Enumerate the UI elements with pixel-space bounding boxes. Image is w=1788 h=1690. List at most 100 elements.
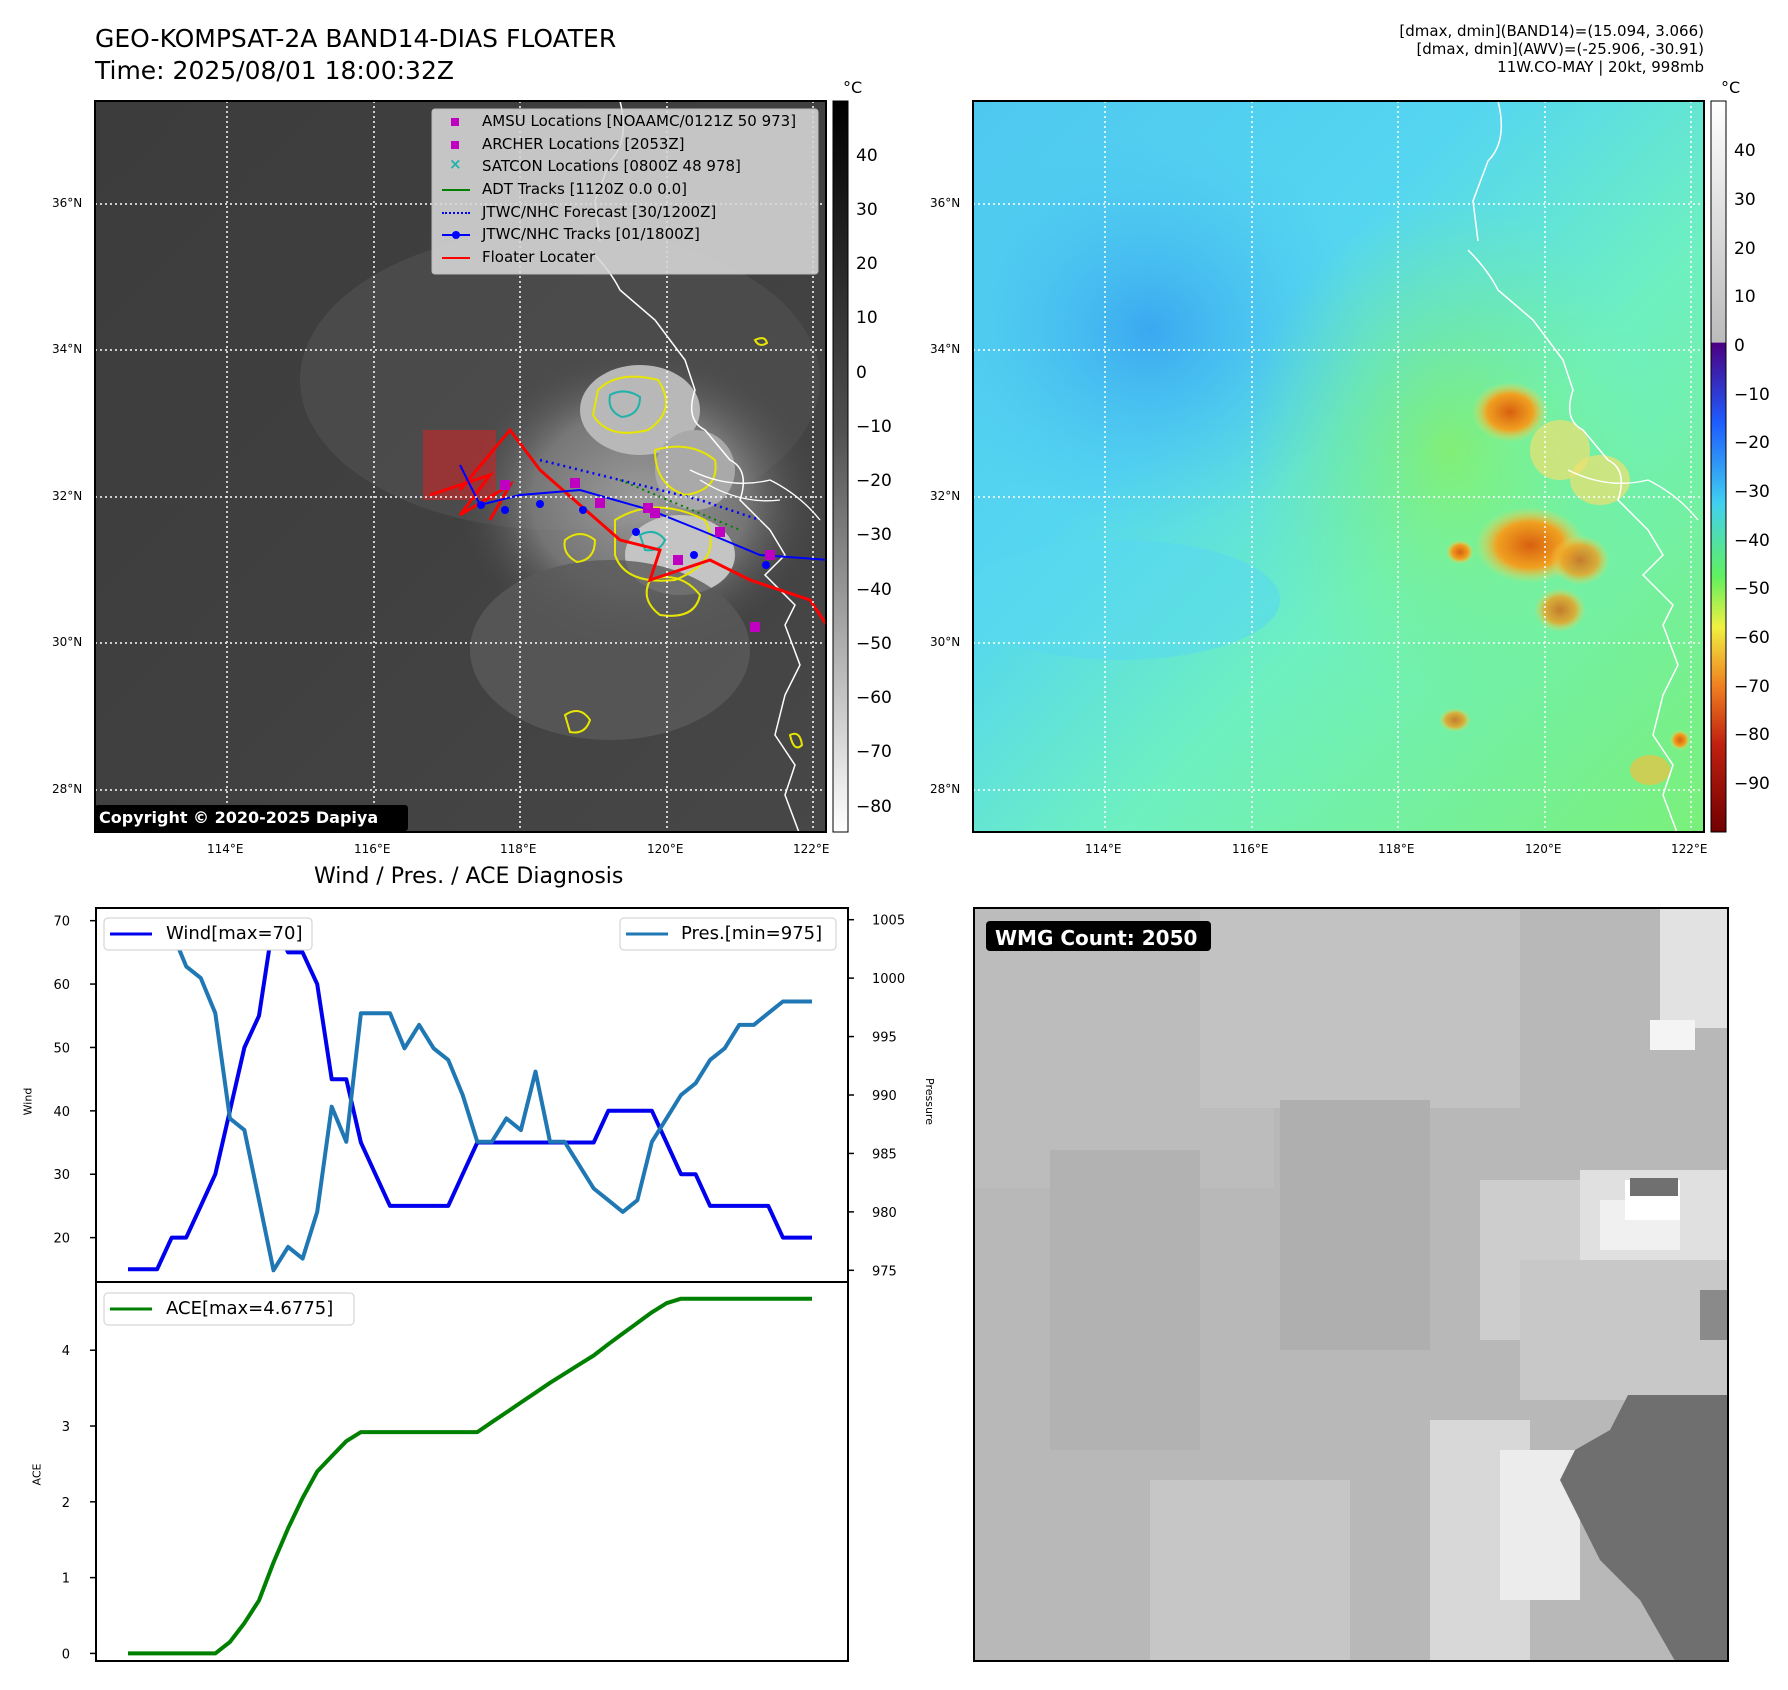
colorbar-tick-label: −10 — [1734, 385, 1770, 405]
tick-label: 60 — [53, 978, 70, 993]
wv-map-frame — [972, 100, 1705, 833]
pres-series-group — [128, 929, 812, 1273]
lat-tick-label: 30°N — [52, 635, 83, 649]
legend-label: JTWC/NHC Forecast [30/1200Z] — [482, 202, 717, 221]
ace-frame — [95, 1281, 849, 1662]
tick-label: 4 — [62, 1344, 70, 1359]
colorbar-tick-label: −70 — [1734, 677, 1770, 697]
colorbar-tick-label: −60 — [856, 688, 892, 708]
lon-tick-label: 118°E — [1378, 842, 1415, 856]
lon-tick-label: 116°E — [354, 842, 391, 856]
tick-label: 985 — [872, 1147, 897, 1162]
colorbar-tick-label: −20 — [1734, 433, 1770, 453]
ace-plot: 0 1 2 3 4 — [62, 1281, 849, 1662]
tick-label: 1 — [62, 1572, 70, 1587]
colorbar-tick-label: −80 — [856, 797, 892, 817]
dotted-line-swatch-icon — [442, 211, 470, 214]
tick-label: 990 — [872, 1089, 897, 1104]
lat-tick-label: 28°N — [52, 782, 83, 796]
lon-tick-label: 122°E — [793, 842, 830, 856]
tick-label: 2 — [62, 1496, 70, 1511]
wv-colorbar — [1710, 100, 1727, 833]
wv-gridlines — [973, 101, 1704, 832]
colorbar-tick-label: −10 — [856, 417, 892, 437]
wind-pres-frame — [95, 907, 849, 1283]
lon-tick-label: 120°E — [1525, 842, 1562, 856]
pres-legend-label: Pres.[min=975] — [681, 923, 823, 944]
colorbar-tick-label: 10 — [1734, 287, 1756, 307]
colorbar-tick-label: −60 — [1734, 628, 1770, 648]
colorbar-tick-label: 20 — [856, 254, 878, 274]
lat-tick-label: 28°N — [930, 782, 961, 796]
copyright-badge — [95, 805, 408, 831]
line-swatch-icon — [442, 257, 470, 260]
wind-series-group — [128, 918, 812, 1272]
ir-cloud-field — [300, 101, 826, 832]
wmg-count-badge — [986, 921, 1211, 951]
info-awv-range: [dmax, dmin](AWV)=(-25.906, -30.91) — [1416, 40, 1704, 58]
series-line — [128, 929, 812, 1273]
colorbar-tick-label: 0 — [1734, 336, 1745, 356]
legend-label: ARCHER Locations [2053Z] — [482, 134, 685, 153]
tick-label: 995 — [872, 1031, 897, 1046]
tick-label: 980 — [872, 1206, 897, 1221]
tick-label: 70 — [53, 915, 70, 930]
wv-colorbar-unit: °C — [1721, 78, 1741, 97]
lat-tick-label: 32°N — [930, 489, 961, 503]
lon-tick-label: 118°E — [500, 842, 537, 856]
legend-label: SATCON Locations [0800Z 48 978] — [482, 157, 741, 176]
lat-tick-label: 36°N — [52, 196, 83, 210]
colorbar-tick-label: 30 — [1734, 190, 1756, 210]
info-storm: 11W.CO-MAY | 20kt, 998mb — [1497, 58, 1704, 76]
lon-tick-label: 122°E — [1671, 842, 1708, 856]
series-line — [128, 918, 812, 1272]
wind-pres-plot: 20 30 40 50 60 70 975 980 985 990 995 1000 1005 — [53, 907, 905, 1283]
colorbar-tick-label: −50 — [1734, 579, 1770, 599]
colorbar-tick-label: 40 — [856, 146, 878, 166]
wmg-count-label: WMG Count: 2050 — [995, 926, 1198, 950]
lat-tick-label: 36°N — [930, 196, 961, 210]
square-marker-icon — [451, 118, 459, 126]
pres-axis-ticks: 975 980 985 990 995 1000 1005 — [848, 914, 905, 1279]
legend — [431, 108, 819, 275]
square-marker-icon — [451, 140, 459, 149]
wmg-image — [974, 908, 1728, 1661]
wind-axis-label: Wind — [21, 1087, 35, 1116]
tick-label: 975 — [872, 1264, 897, 1279]
ace-series-group — [128, 1296, 812, 1656]
pres-axis-label: Pressure — [922, 1078, 936, 1125]
lon-tick-label: 116°E — [1232, 842, 1269, 856]
legend-label: Floater Locater — [482, 248, 596, 267]
lat-tick-label: 34°N — [52, 342, 83, 356]
colorbar-tick-label: 10 — [856, 308, 878, 328]
colorbar-tick-label: −50 — [856, 634, 892, 654]
colorbar-tick-label: 0 — [856, 363, 867, 383]
figure-time: Time: 2025/08/01 18:00:32Z — [95, 56, 454, 85]
tick-label: 3 — [62, 1420, 70, 1435]
tick-label: 1000 — [872, 972, 905, 987]
colorbar-tick-label: −20 — [856, 471, 892, 491]
info-band14-range: [dmax, dmin](BAND14)=(15.094, 3.066) — [1399, 22, 1704, 40]
line-swatch-icon — [442, 189, 470, 192]
tick-label: 0 — [62, 1647, 70, 1662]
lon-tick-label: 120°E — [647, 842, 684, 856]
colorbar-tick-label: 20 — [1734, 239, 1756, 259]
ace-axis-label: ACE — [30, 1463, 44, 1486]
wv-moisture-field — [973, 101, 1699, 832]
ace-axis-ticks: 0 1 2 3 4 — [62, 1344, 96, 1662]
ir-colorbar-unit: °C — [843, 78, 863, 97]
colorbar-tick-label: −70 — [856, 742, 892, 762]
colorbar-tick-label: −40 — [1734, 531, 1770, 551]
legend-label: JTWC/NHC Tracks [01/1800Z] — [482, 225, 700, 244]
colorbar-tick-label: −40 — [856, 580, 892, 600]
colorbar-tick-label: 30 — [856, 200, 878, 220]
x-marker-icon: × — [449, 155, 462, 174]
lat-tick-label: 30°N — [930, 635, 961, 649]
tick-label: 40 — [53, 1105, 70, 1120]
tick-label: 20 — [53, 1232, 70, 1247]
legend-label: AMSU Locations [NOAAMC/0121Z 50 973] — [482, 112, 797, 130]
copyright-text: Copyright © 2020-2025 Dapiya — [99, 808, 379, 827]
ir-colorbar — [832, 100, 849, 833]
info-block: [dmax, dmin](BAND14)=(15.094, 3.066) [dm… — [1399, 22, 1704, 76]
